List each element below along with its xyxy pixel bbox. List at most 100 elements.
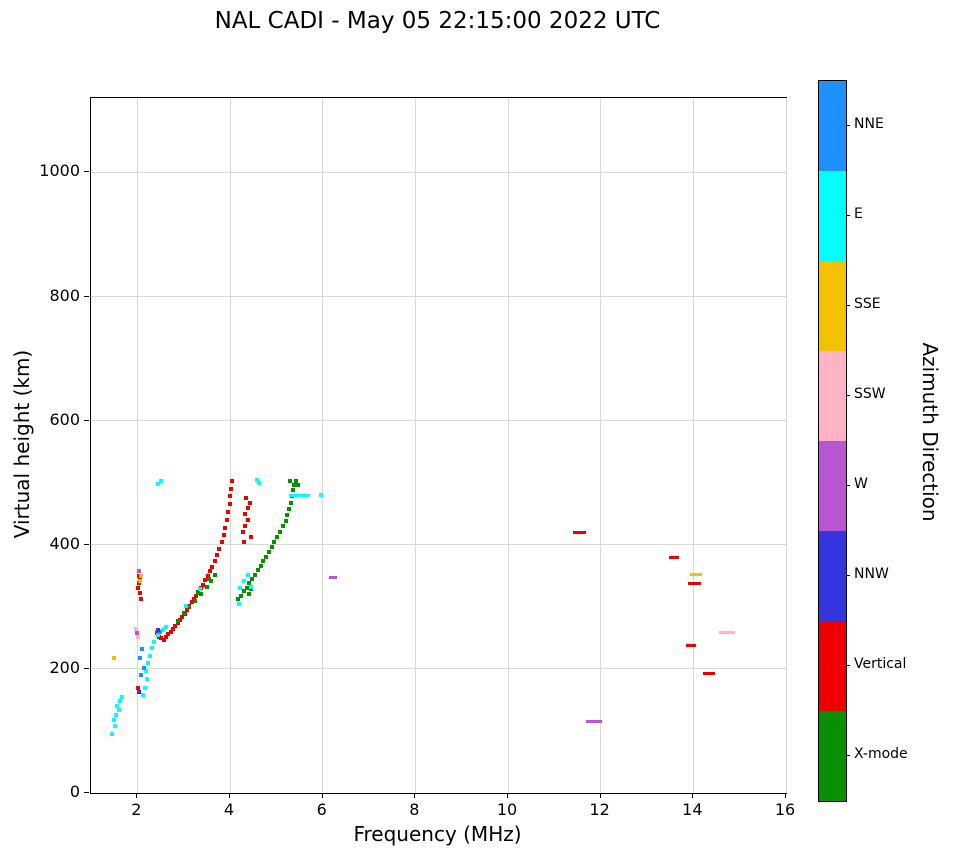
data-point [223,526,228,531]
data-point [585,720,602,724]
x-tick [692,793,694,798]
data-point [139,573,144,578]
colorbar-tick [846,215,850,216]
x-tick-label: 14 [682,800,703,819]
x-tick-label: 10 [496,800,518,819]
data-point [287,506,292,511]
colorbar-segment [819,711,846,801]
data-point [213,572,218,577]
data-point [139,673,144,678]
data-point [215,553,220,558]
data-point [247,500,252,505]
data-point [256,480,261,485]
gridline-x [785,98,787,793]
y-axis-label: Virtual height (km) [10,349,34,539]
y-tick [84,792,89,793]
data-point [119,694,124,699]
data-point [291,488,295,493]
y-tick [84,295,89,297]
data-point [238,586,243,591]
data-point [201,582,206,587]
data-point [209,578,214,583]
data-point [137,569,142,574]
colorbar-segment [819,261,846,351]
data-point [318,493,323,498]
data-point [109,732,114,737]
data-point [249,584,254,589]
chart-title: NAL CADI - May 05 22:15:00 2022 UTC [214,8,661,34]
data-point [668,555,679,559]
data-point [245,517,250,522]
data-point [198,592,203,597]
data-point [690,573,703,577]
data-point [245,505,250,510]
colorbar-segment [819,531,846,621]
colorbar-segment [819,441,846,531]
data-point [116,708,121,713]
data-point [248,535,253,540]
x-tick [507,793,508,798]
colorbar-tick [846,305,850,306]
gridline-x [692,98,694,793]
data-point [237,601,242,606]
x-tick-label: 6 [316,800,327,819]
data-point [155,481,160,486]
data-point [293,478,298,483]
data-point [328,576,338,580]
y-tick [84,171,89,173]
y-tick-label: 0 [69,782,80,801]
data-point [212,558,217,563]
colorbar-axis-label: Azimuth Direction [918,342,942,522]
x-tick [321,793,323,798]
data-point [230,479,235,484]
data-point [180,614,185,619]
data-point [160,628,165,633]
data-point [243,511,248,516]
data-point [250,576,255,581]
data-point [112,655,117,660]
data-point [244,496,249,501]
colorbar [818,80,847,802]
colorbar-tick-label: NNE [854,116,884,132]
colorbar-tick [846,575,850,576]
data-point [189,600,194,605]
data-point [224,517,229,522]
x-tick-label: 12 [589,800,610,819]
data-point [288,479,293,484]
data-point [291,482,296,487]
data-point [168,629,173,634]
data-point [245,572,250,577]
gridline-y [91,544,786,546]
data-point [139,647,144,652]
colorbar-segment [819,351,846,441]
data-point [249,587,254,592]
colorbar-segment [819,81,846,171]
colorbar-tick-label: SSW [854,386,886,402]
y-tick [84,667,89,669]
data-point [156,632,161,637]
data-point [219,540,224,545]
data-point [229,486,234,491]
data-point [240,530,245,535]
data-point [241,578,246,583]
data-point [241,539,246,544]
x-tick [785,793,786,798]
data-point [159,636,164,641]
y-tick-label: 400 [49,533,80,553]
x-tick [414,793,416,798]
data-point [217,547,222,552]
x-tick-label: 16 [774,800,796,819]
colorbar-tick-label: W [854,476,868,492]
gridline-y [91,171,786,173]
plot-area [90,97,787,794]
data-point [113,723,118,728]
colorbar-tick-label: NNW [854,566,889,582]
y-tick-label: 600 [49,409,80,429]
data-point [164,624,169,629]
data-point [208,569,213,574]
data-point [289,500,294,505]
data-point [161,637,166,642]
data-point [155,628,160,633]
data-point [243,524,248,529]
gridline-y [91,420,786,422]
